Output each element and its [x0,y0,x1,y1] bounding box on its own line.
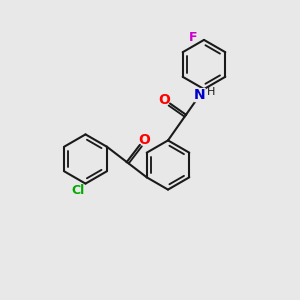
Text: O: O [159,93,171,107]
Text: N: N [194,88,206,102]
Text: Cl: Cl [71,184,85,197]
Text: O: O [138,133,150,147]
Text: H: H [207,87,215,97]
Text: F: F [189,31,198,44]
